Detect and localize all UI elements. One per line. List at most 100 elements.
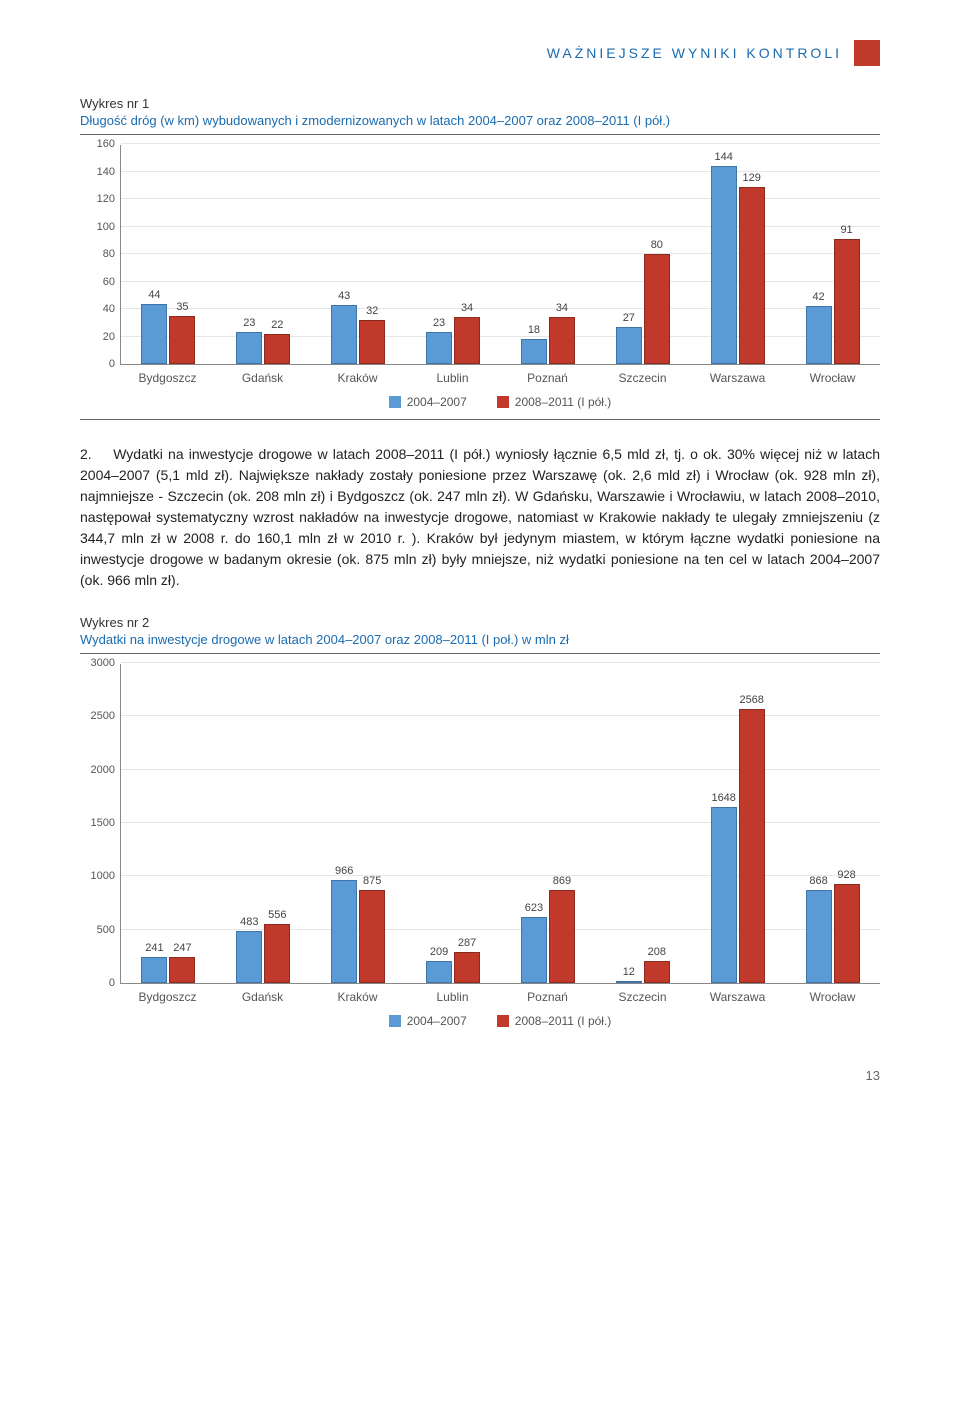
bar-value: 483 [240,916,258,928]
x-label: Lublin [405,371,500,385]
bar-group: 209287 [406,664,501,983]
bar: 129 [739,187,765,364]
chart2-label: Wykres nr 2 [80,615,880,630]
bar: 23 [236,332,262,364]
bar: 32 [359,320,385,364]
bar-value: 32 [366,305,378,317]
bar: 22 [264,334,290,364]
x-label: Bydgoszcz [120,990,215,1004]
bar-value: 42 [812,291,824,303]
bar-group: 44 35 [121,145,216,364]
bar: 928 [834,884,860,983]
bar-value: 928 [837,869,855,881]
bar: 241 [141,957,167,983]
y-tick: 500 [81,924,115,936]
x-label: Szczecin [595,990,690,1004]
bar: 34 [454,317,480,364]
y-tick: 160 [81,138,115,150]
bar: 869 [549,890,575,983]
bar: 208 [644,961,670,983]
bar: 144 [711,166,737,364]
legend-label: 2008–2011 (I pół.) [515,1014,612,1028]
bar-value: 144 [715,151,733,163]
legend-item: 2008–2011 (I pół.) [497,1014,612,1028]
paragraph-text: Wydatki na inwestycje drogowe w latach 2… [80,446,880,588]
x-label: Poznań [500,371,595,385]
x-label: Warszawa [690,371,785,385]
bar: 27 [616,327,642,364]
chart1-title: Długość dróg (w km) wybudowanych i zmode… [80,113,880,128]
legend-item: 2004–2007 [389,1014,467,1028]
bar: 247 [169,957,195,983]
y-tick: 140 [81,166,115,178]
bar-value: 18 [528,324,540,336]
bar-value: 129 [743,172,761,184]
legend-item: 2004–2007 [389,395,467,409]
legend-label: 2008–2011 (I pół.) [515,395,612,409]
bar-value: 44 [148,289,160,301]
bar-group: 144129 [690,145,785,364]
x-label: Wrocław [785,371,880,385]
bar-value: 868 [809,875,827,887]
bar-value: 27 [623,312,635,324]
y-tick: 1000 [81,870,115,882]
paragraph-number: 2. [80,444,108,465]
bar: 868 [806,890,832,983]
legend-swatch [497,1015,509,1027]
bar-value: 869 [553,875,571,887]
y-tick: 80 [81,248,115,260]
y-tick: 60 [81,276,115,288]
bar-value: 287 [458,937,476,949]
bar-value: 241 [145,942,163,954]
bar: 80 [644,254,670,364]
x-label: Bydgoszcz [120,371,215,385]
bar-value: 34 [461,302,473,314]
chart2-title: Wydatki na inwestycje drogowe w latach 2… [80,632,880,647]
bar: 875 [359,890,385,983]
bar-value: 35 [176,301,188,313]
page-header: WAŻNIEJSZE WYNIKI KONTROLI [80,40,880,66]
x-label: Gdańsk [215,990,310,1004]
bar-value: 23 [243,317,255,329]
bar: 18 [521,339,547,364]
bar-group: 1834 [501,145,596,364]
paragraph-2: 2. Wydatki na inwestycje drogowe w latac… [80,444,880,591]
bar: 42 [806,306,832,364]
bar: 34 [549,317,575,364]
chart1: 0204060801001201401604435232243322334183… [80,134,880,420]
x-label: Kraków [310,990,405,1004]
y-tick: 0 [81,358,115,370]
bar-value: 12 [623,966,635,978]
bar-group: 2780 [595,145,690,364]
y-tick: 20 [81,331,115,343]
page-number: 13 [80,1068,880,1083]
bar-value: 208 [648,946,666,958]
bar: 35 [169,316,195,364]
x-label: Gdańsk [215,371,310,385]
bar: 287 [454,952,480,983]
bar-value: 556 [268,909,286,921]
y-tick: 120 [81,193,115,205]
bar-value: 22 [271,319,283,331]
bar-group: 241247 [121,664,216,983]
bar-value: 1648 [711,792,735,804]
y-tick: 2500 [81,710,115,722]
bar: 556 [264,924,290,983]
bar-group: 483 556 [216,664,311,983]
x-label: Poznań [500,990,595,1004]
y-tick: 3000 [81,657,115,669]
legend-swatch [389,396,401,408]
x-label: Kraków [310,371,405,385]
bar: 43 [331,305,357,364]
bar-value: 34 [556,302,568,314]
y-tick: 0 [81,977,115,989]
x-label: Warszawa [690,990,785,1004]
bar: 12 [616,981,642,983]
bar-value: 623 [525,902,543,914]
bar: 23 [426,332,452,364]
bar-group: 4332 [311,145,406,364]
bar-group: 4291 [785,145,880,364]
chart2: 0500100015002000250030002412474835569668… [80,653,880,1038]
bar: 623 [521,917,547,983]
bar: 91 [834,239,860,364]
